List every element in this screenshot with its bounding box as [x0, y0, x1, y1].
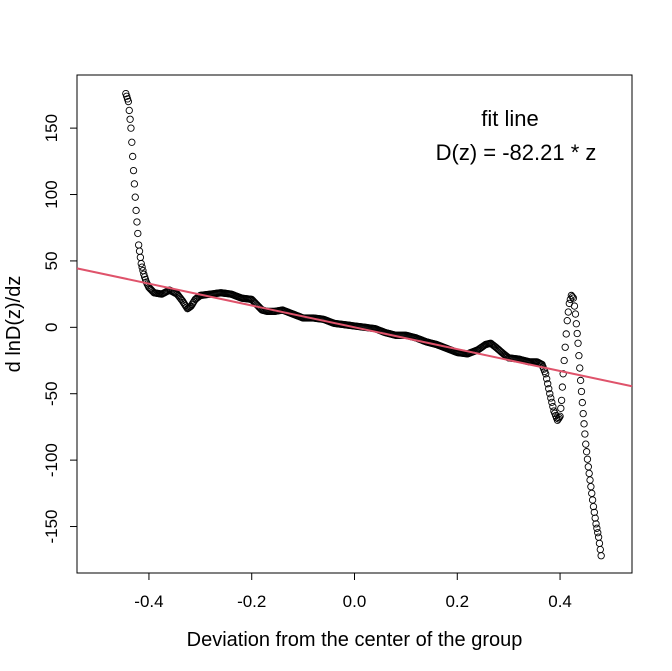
data-point: [557, 396, 566, 405]
data-point: [582, 448, 591, 456]
data-point: [594, 529, 602, 537]
y-tick-label: 50: [42, 251, 61, 270]
data-point: [555, 413, 563, 422]
y-tick-label: -150: [42, 510, 61, 544]
data-point: [576, 364, 584, 372]
y-axis: -150 -100 -50 0 50 100 150: [42, 114, 77, 544]
y-tick-label: 0: [42, 323, 61, 332]
data-point: [591, 514, 599, 522]
data-point: [587, 483, 595, 491]
x-tick-label: -0.2: [237, 592, 266, 611]
legend-equation: D(z) = -82.21 * z: [436, 140, 597, 165]
data-point: [559, 370, 567, 378]
data-point: [130, 180, 139, 188]
x-axis: -0.4 -0.2 0.0 0.2 0.4: [134, 573, 572, 611]
data-point: [129, 166, 138, 175]
legend: fit line D(z) = -82.21 * z: [436, 106, 597, 165]
data-point: [583, 455, 592, 463]
y-tick-label: -50: [42, 381, 61, 406]
data-point: [595, 539, 604, 547]
data-point: [545, 385, 553, 393]
data-point: [581, 430, 589, 438]
data-point: [546, 390, 554, 398]
data-point: [560, 356, 568, 365]
data-point: [561, 343, 569, 351]
data-point: [569, 294, 578, 302]
data-point: [594, 533, 603, 541]
data-point: [137, 259, 145, 268]
data-point: [133, 218, 141, 226]
data-point: [544, 380, 552, 388]
data-point: [568, 293, 577, 301]
x-tick-label: 0.0: [343, 592, 367, 611]
data-point: [562, 330, 570, 338]
legend-title: fit line: [481, 106, 538, 131]
data-point: [564, 308, 572, 316]
data-point: [584, 463, 592, 471]
data-point: [556, 412, 564, 420]
data-point: [572, 320, 580, 328]
data-point: [547, 394, 555, 402]
data-point: [575, 352, 583, 360]
data-point: [582, 440, 590, 448]
data-point: [149, 288, 157, 296]
data-point: [135, 247, 144, 255]
y-tick-label: 100: [42, 180, 61, 208]
data-point: [558, 383, 567, 391]
data-point: [543, 375, 551, 383]
x-tick-label: 0.4: [548, 592, 572, 611]
data-point: [571, 310, 580, 318]
x-axis-label: Deviation from the center of the group: [187, 629, 523, 651]
data-point: [573, 329, 581, 338]
data-point: [124, 97, 133, 106]
x-tick-label: -0.4: [134, 592, 163, 611]
data-point: [579, 409, 587, 418]
data-point: [127, 124, 135, 132]
data-point: [576, 376, 585, 385]
data-point: [588, 489, 596, 497]
data-point: [134, 229, 142, 238]
data-point: [585, 469, 593, 478]
y-tick-label: 150: [42, 114, 61, 142]
data-point: [590, 508, 598, 517]
y-tick-label: -100: [42, 443, 61, 477]
data-point: [578, 398, 586, 407]
data-point: [135, 241, 143, 249]
data-points: [122, 89, 605, 560]
data-point: [542, 370, 550, 378]
data-point: [563, 317, 571, 325]
data-point: [126, 115, 134, 123]
data-point: [580, 420, 588, 428]
fit-line: [76, 267, 633, 388]
data-point: [588, 496, 597, 504]
data-point: [596, 545, 604, 554]
data-point: [592, 520, 600, 528]
y-axis-label: d lnD(z)/dz: [3, 276, 25, 373]
data-point: [128, 138, 136, 146]
data-point: [136, 253, 145, 262]
data-point: [138, 263, 146, 271]
data-point: [570, 302, 579, 310]
data-point: [574, 339, 582, 347]
data-point: [132, 206, 140, 215]
data-point: [131, 193, 139, 201]
data-point: [125, 106, 133, 115]
data-point: [129, 152, 137, 161]
data-point: [589, 502, 598, 511]
data-point: [597, 552, 605, 560]
data-point: [548, 398, 556, 407]
x-tick-label: 0.2: [445, 592, 469, 611]
data-point: [586, 476, 594, 484]
data-point: [593, 524, 601, 532]
data-point: [549, 403, 557, 411]
data-point: [577, 387, 586, 396]
data-point: [557, 404, 565, 412]
